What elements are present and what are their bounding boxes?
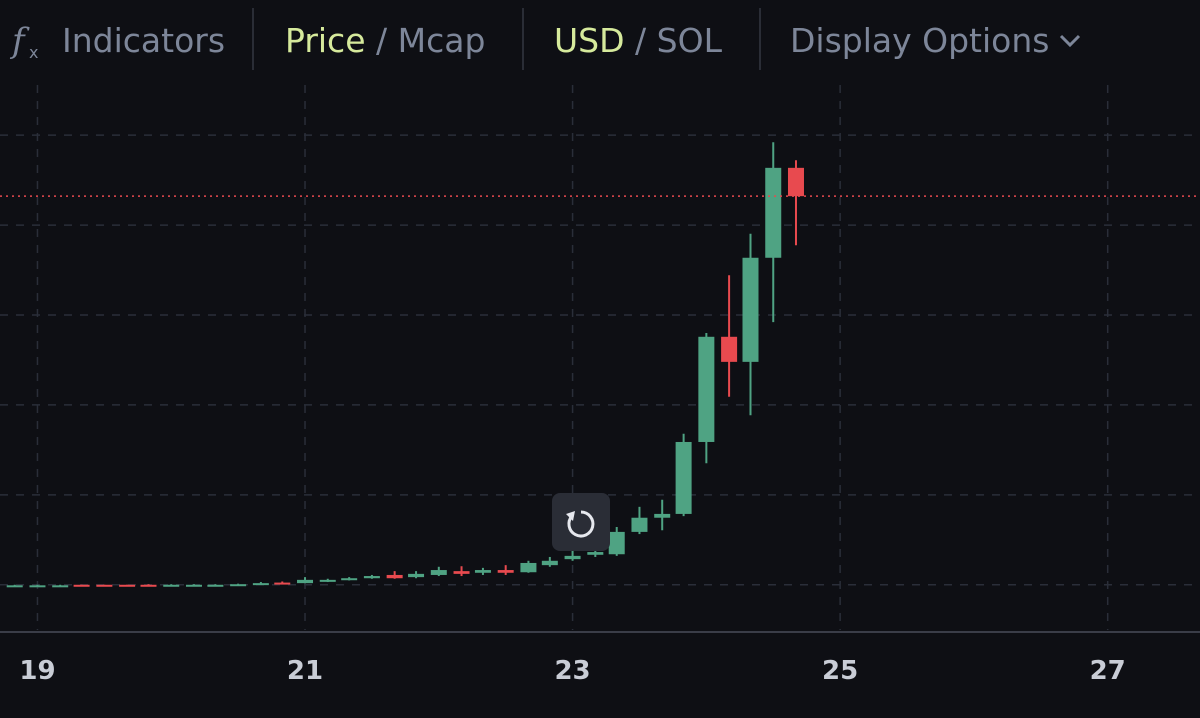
candle-body — [474, 570, 491, 573]
candle-body — [608, 531, 625, 555]
x-tick-label: 21 — [287, 656, 323, 686]
candle-body — [6, 585, 23, 588]
candle-body — [252, 583, 269, 586]
toolbar: f x Indicators Price / Mcap USD / SOL Di… — [9, 8, 1081, 70]
candle-body — [297, 579, 314, 584]
candle-body — [274, 582, 291, 585]
fx-icon-sub: x — [29, 43, 38, 62]
candle-body — [29, 585, 46, 588]
x-tick-label: 27 — [1090, 656, 1126, 686]
reset-icon — [567, 510, 595, 538]
toggle-separator: / — [376, 21, 388, 60]
candle-body — [721, 336, 738, 362]
display-options-button[interactable]: Display Options — [790, 21, 1081, 60]
reset-button[interactable] — [552, 493, 610, 551]
candle-body — [497, 570, 514, 573]
candle-body — [386, 574, 403, 579]
chevron-icon — [1059, 34, 1081, 48]
candle-body — [564, 555, 581, 560]
candle-body — [541, 560, 558, 566]
x-tick-label: 19 — [19, 656, 55, 686]
candle-body — [520, 562, 537, 573]
candle-body — [587, 552, 604, 555]
candle-body — [163, 584, 180, 587]
reset-icon-arrow — [566, 511, 575, 521]
candle-body — [675, 441, 692, 514]
candle-body — [698, 336, 715, 442]
toggle-separator: / — [635, 21, 647, 60]
candle-body — [363, 576, 380, 579]
candle-body — [230, 584, 247, 587]
candle-body — [742, 257, 759, 362]
candle-body — [787, 167, 804, 197]
candle-body — [207, 584, 224, 587]
candle-body — [73, 584, 90, 587]
candle-body — [631, 517, 648, 532]
toggle-active: Price — [285, 21, 366, 60]
currency-toggle[interactable]: USD / SOL — [554, 21, 723, 60]
candle-body — [654, 513, 671, 518]
toggle-inactive: SOL — [657, 21, 723, 60]
candle-body — [319, 579, 336, 582]
candle-body — [119, 584, 136, 587]
indicators-label: Indicators — [62, 21, 225, 60]
candle-body — [430, 570, 447, 575]
indicators-button[interactable]: f x Indicators — [9, 21, 225, 62]
toggle-inactive: Mcap — [398, 21, 486, 60]
price-toggle[interactable]: Price / Mcap — [285, 21, 485, 60]
candle-body — [52, 585, 69, 588]
candle-body — [140, 584, 157, 587]
x-tick-label: 25 — [822, 656, 858, 686]
display-options-label: Display Options — [790, 21, 1049, 60]
toggle-active: USD — [554, 21, 625, 60]
candle-body — [341, 578, 358, 581]
candle-body — [453, 571, 470, 574]
reset-button-bg — [552, 493, 610, 551]
candle-body — [408, 573, 425, 578]
candle-body — [96, 584, 113, 587]
x-tick-label: 23 — [554, 656, 590, 686]
candle-body — [185, 584, 202, 587]
candle-body — [765, 167, 782, 258]
